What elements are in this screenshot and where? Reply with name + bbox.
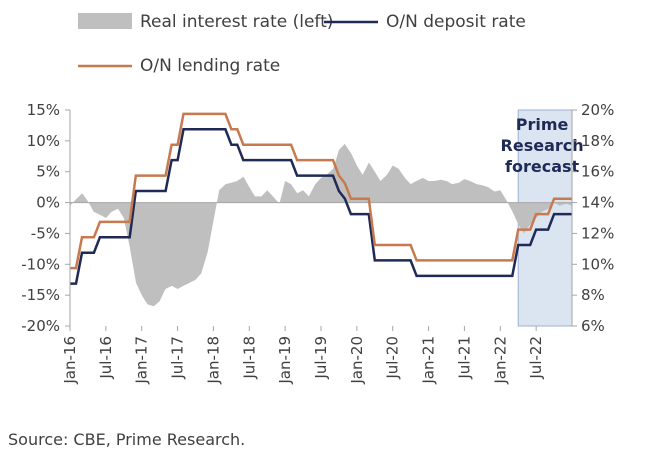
right-tick-label: 8% xyxy=(581,286,605,304)
forecast-label: Prime Research forecast xyxy=(501,115,584,176)
right-tick-label: 6% xyxy=(581,317,605,335)
axes xyxy=(69,110,573,326)
x-tick-label: Jul-16 xyxy=(97,336,115,380)
right-tick-label: 10% xyxy=(581,255,614,273)
left-tick-label: -15% xyxy=(21,286,60,304)
x-tick-label: Jul-21 xyxy=(455,336,473,380)
left-tick-label: 15% xyxy=(27,101,60,119)
left-tick-label: -20% xyxy=(21,317,60,335)
right-tick-label: 14% xyxy=(581,194,614,212)
x-tick-label: Jul-22 xyxy=(527,336,545,380)
forecast-label-line: Research xyxy=(501,136,584,155)
left-tick-label: -5% xyxy=(31,224,60,242)
x-tick-label: Jan-16 xyxy=(61,336,79,385)
lending-rate-line xyxy=(70,112,572,270)
right-tick-label: 16% xyxy=(581,163,614,181)
x-tick-label: Jan-22 xyxy=(491,336,509,385)
legend: Real interest rate (left) O/N deposit ra… xyxy=(78,12,526,76)
legend-swatch-real-rate xyxy=(78,13,132,29)
real-interest-rate-area xyxy=(70,143,572,307)
x-tick-label: Jan-17 xyxy=(133,336,151,385)
right-tick-label: 20% xyxy=(581,101,614,119)
x-tick-label: Jan-19 xyxy=(276,336,294,385)
legend-label-real-rate: Real interest rate (left) xyxy=(140,12,333,32)
forecast-label-line: Prime xyxy=(516,115,569,134)
left-tick-label: 10% xyxy=(27,132,60,150)
x-tick-label: Jan-21 xyxy=(420,336,438,385)
x-tick-label: Jul-19 xyxy=(312,336,330,380)
right-axis-ticks: 20% 18% 16% 14% 12% 10% 8% 6% xyxy=(572,101,614,335)
x-axis-ticks: Jan-16 Jul-16 Jan-17 Jul-17 Jan-18 Jul-18 Jan-… xyxy=(61,326,545,385)
left-tick-label: 0% xyxy=(36,194,60,212)
x-tick-label: Jul-18 xyxy=(240,336,258,380)
x-tick-label: Jan-18 xyxy=(204,336,222,385)
left-axis-ticks: 15% 10% 5% 0% -5% -10% -15% -20% xyxy=(21,101,70,335)
deposit-rate-line xyxy=(70,128,572,285)
x-tick-label: Jan-20 xyxy=(348,336,366,385)
legend-label-lending: O/N lending rate xyxy=(140,56,280,76)
x-tick-label: Jul-20 xyxy=(384,336,402,380)
forecast-label-line: forecast xyxy=(505,157,580,176)
left-tick-label: -10% xyxy=(21,255,60,273)
right-tick-label: 18% xyxy=(581,132,614,150)
right-tick-label: 12% xyxy=(581,224,614,242)
legend-label-deposit: O/N deposit rate xyxy=(386,12,526,32)
source-note: Source: CBE, Prime Research. xyxy=(8,430,246,449)
left-tick-label: 5% xyxy=(36,163,60,181)
x-tick-label: Jul-17 xyxy=(169,336,187,380)
